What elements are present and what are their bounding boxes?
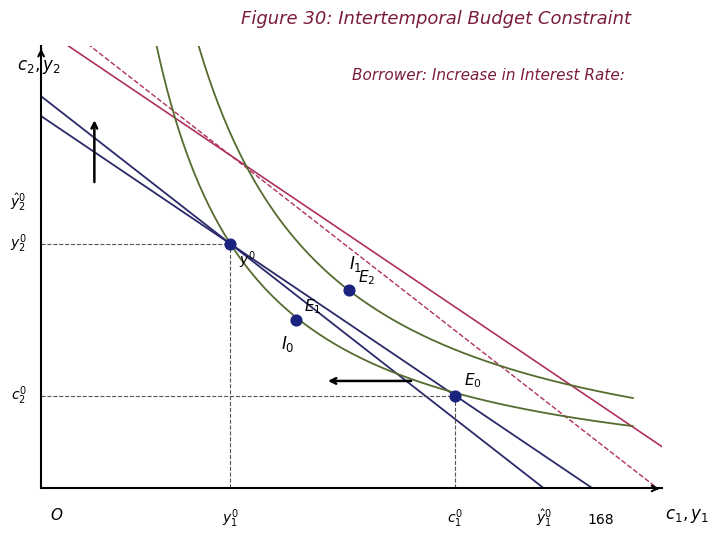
Point <box>290 315 302 324</box>
Text: $E_0$: $E_0$ <box>464 371 482 390</box>
Text: $c_2, y_2$: $c_2, y_2$ <box>17 58 61 76</box>
Text: $I_1$: $I_1$ <box>348 254 362 274</box>
Text: 168: 168 <box>587 513 613 527</box>
Text: $y_2^0$: $y_2^0$ <box>9 233 27 255</box>
Point <box>449 392 461 400</box>
Text: $c_2^0$: $c_2^0$ <box>11 384 27 407</box>
Text: $E_1$: $E_1$ <box>305 298 322 316</box>
Text: $c_1, y_1$: $c_1, y_1$ <box>665 508 709 525</box>
Text: $y^0$: $y^0$ <box>239 249 256 271</box>
Text: $\hat{y}_1^0$: $\hat{y}_1^0$ <box>536 508 552 529</box>
Text: $O$: $O$ <box>50 508 63 523</box>
Text: Figure 30: Intertemporal Budget Constraint: Figure 30: Intertemporal Budget Constrai… <box>241 10 631 28</box>
Text: $c_1^0$: $c_1^0$ <box>447 508 463 530</box>
Text: $\hat{y}_2^0$: $\hat{y}_2^0$ <box>10 191 27 213</box>
Text: $y_1^0$: $y_1^0$ <box>222 508 239 530</box>
Text: $E_2$: $E_2$ <box>358 268 375 287</box>
Point <box>225 240 236 248</box>
Point <box>343 286 354 295</box>
Text: $I_0$: $I_0$ <box>281 334 294 354</box>
Text: Borrower: Increase in Interest Rate:: Borrower: Increase in Interest Rate: <box>352 68 625 83</box>
